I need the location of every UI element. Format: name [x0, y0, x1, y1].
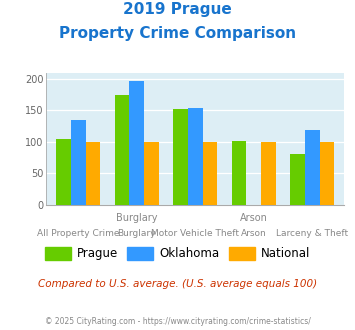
- Text: Motor Vehicle Theft: Motor Vehicle Theft: [151, 229, 239, 238]
- Text: Compared to U.S. average. (U.S. average equals 100): Compared to U.S. average. (U.S. average …: [38, 279, 317, 289]
- Text: Property Crime Comparison: Property Crime Comparison: [59, 26, 296, 41]
- Text: Arson: Arson: [240, 213, 268, 223]
- Bar: [305, 130, 320, 205]
- Text: 2019 Prague: 2019 Prague: [123, 2, 232, 16]
- Bar: [144, 142, 159, 205]
- Text: Burglary: Burglary: [116, 213, 158, 223]
- Bar: [130, 82, 144, 205]
- Bar: [115, 95, 130, 205]
- Bar: [56, 139, 71, 205]
- Bar: [188, 109, 203, 205]
- Text: © 2025 CityRating.com - https://www.cityrating.com/crime-statistics/: © 2025 CityRating.com - https://www.city…: [45, 317, 310, 326]
- Bar: [71, 120, 86, 205]
- Legend: Prague, Oklahoma, National: Prague, Oklahoma, National: [40, 242, 315, 265]
- Bar: [203, 142, 217, 205]
- Bar: [320, 142, 334, 205]
- Text: Burglary: Burglary: [118, 229, 156, 238]
- Text: Larceny & Theft: Larceny & Theft: [276, 229, 348, 238]
- Bar: [261, 142, 275, 205]
- Bar: [232, 141, 246, 205]
- Text: All Property Crime: All Property Crime: [37, 229, 120, 238]
- Bar: [290, 154, 305, 205]
- Text: Arson: Arson: [241, 229, 267, 238]
- Bar: [173, 109, 188, 205]
- Bar: [86, 142, 100, 205]
